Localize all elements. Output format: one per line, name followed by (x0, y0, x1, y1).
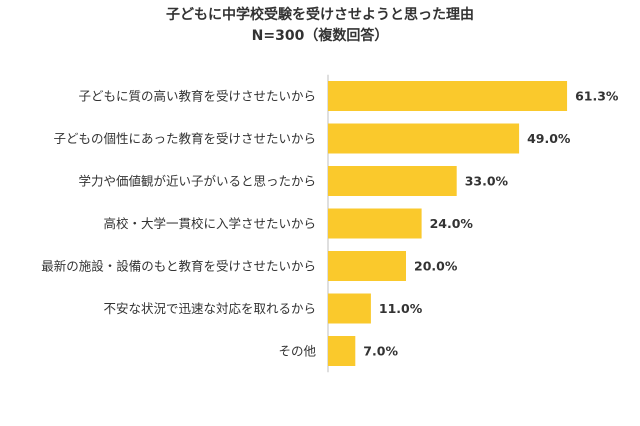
bar-2 (328, 166, 457, 196)
chart-subtitle: N=300（複数回答） (251, 28, 389, 44)
value-label-2: 33.0% (465, 174, 509, 189)
bar-0 (328, 81, 568, 111)
category-label-0: 子どもに質の高い教育を受けさせたいから (78, 89, 316, 104)
category-label-1: 子どもの個性にあった教育を受けさせたいから (53, 131, 316, 146)
value-label-0: 61.3% (575, 89, 619, 104)
bar-3 (328, 208, 422, 239)
category-label-3: 高校・大学一貫校に入学させたいから (103, 216, 316, 231)
value-label-6: 7.0% (363, 344, 398, 359)
value-label-4: 20.0% (414, 259, 458, 274)
value-label-5: 11.0% (379, 301, 423, 316)
bar-6 (328, 336, 356, 366)
bar-4 (328, 251, 406, 281)
value-label-3: 24.0% (430, 216, 474, 231)
bar-5 (328, 293, 371, 324)
category-label-4: 最新の施設・設備のもと教育を受けさせたいから (41, 259, 316, 274)
category-label-6: その他 (278, 344, 316, 359)
value-label-1: 49.0% (527, 131, 571, 146)
bar-1 (328, 123, 520, 154)
chart-title: 子どもに中学校受験を受けさせようと思った理由 (166, 7, 474, 23)
category-label-2: 学力や価値観が近い子がいると思ったから (78, 174, 316, 189)
category-label-5: 不安な状況で迅速な対応を取れるから (103, 301, 316, 316)
